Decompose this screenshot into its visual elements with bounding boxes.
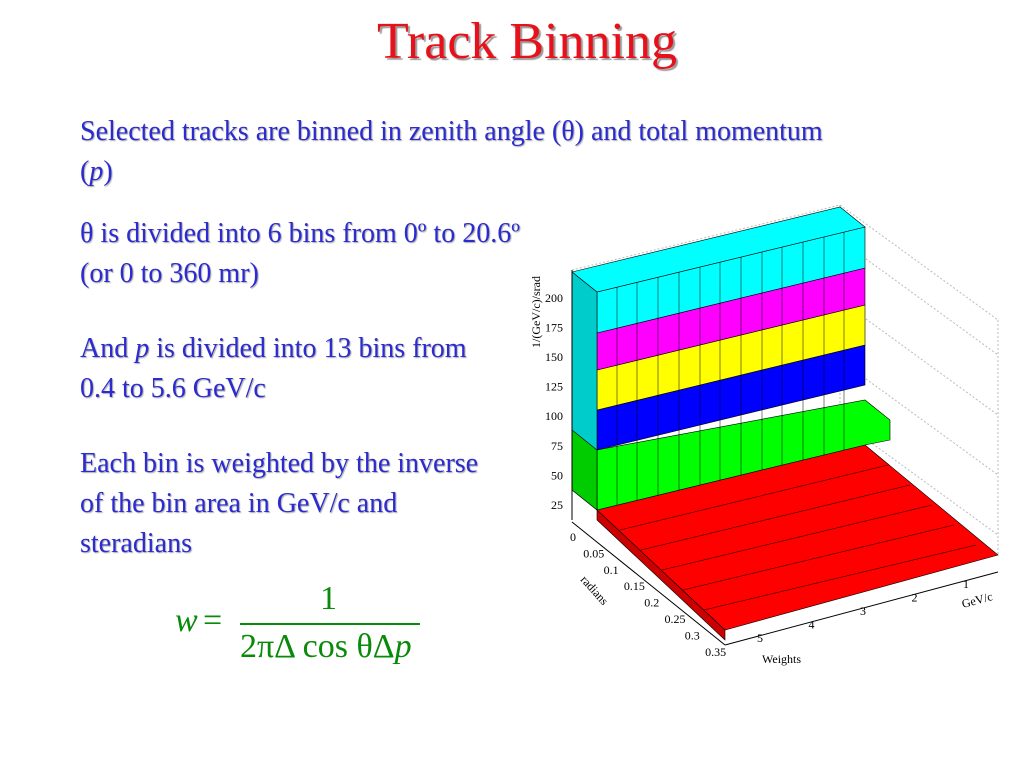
z-tick-label: 200 [545,291,563,305]
text: p [89,156,104,187]
text: p [394,628,412,665]
z-axis-title: 1/(GeV/c)/srad [529,276,543,348]
y-tick-label: 0.35 [705,645,726,659]
y-tick-label: 0.1 [604,563,619,577]
numerator: 1 [320,580,337,617]
paragraph: Selected tracks are binned in zenith ang… [80,112,840,192]
denominator: 2πΔ cos θΔp [240,628,412,666]
bottom-title: Weights [762,652,801,666]
x-tick-label: 3 [860,604,866,618]
slide-title: Track Binning [377,13,677,70]
z-tick-label: 25 [551,498,563,512]
y-tick-label: 0.25 [665,612,686,626]
text: Selected tracks are binned in zenith ang… [80,116,823,187]
z-tick-label: 75 [551,439,563,453]
formula-eq: = [203,602,223,639]
x-tick-label: 5 [757,631,763,645]
text: θ is divided into 6 bins from 0º to 20.6… [80,218,520,289]
y-tick-label: 0.05 [583,546,604,560]
formula-var: w [175,602,198,639]
y-axis-title: radians [578,573,612,608]
fraction-bar [240,623,420,625]
x-tick-label: 1 [963,577,969,591]
z-tick-label: 175 [545,320,563,334]
y-tick-label: 0 [570,530,576,544]
y-tick-label: 0.3 [685,628,700,642]
text: Each bin is weighted by the inverse of t… [80,448,479,559]
x-tick-label: 2 [912,591,918,605]
text: is divided into 13 bins from 0.4 to 5.6 … [80,333,467,404]
paragraph: θ is divided into 6 bins from 0º to 20.6… [80,214,520,294]
x-tick-label: 4 [809,618,815,632]
z-tick-label: 150 [545,350,563,364]
text: 2πΔ cos θΔ [240,628,395,665]
text: ) [103,156,113,187]
x-axis-title: GeV/c [960,589,994,611]
paragraph: Each bin is weighted by the inverse of t… [80,444,480,564]
z-tick-label: 100 [545,409,563,423]
z-tick-label: 50 [551,468,563,482]
paragraph: And p is divided into 13 bins from 0.4 t… [80,329,500,409]
y-tick-label: 0.2 [644,596,659,610]
y-tick-label: 0.15 [624,579,645,593]
z-tick-label: 125 [545,380,563,394]
text: p [135,333,150,364]
text: And [80,333,136,364]
